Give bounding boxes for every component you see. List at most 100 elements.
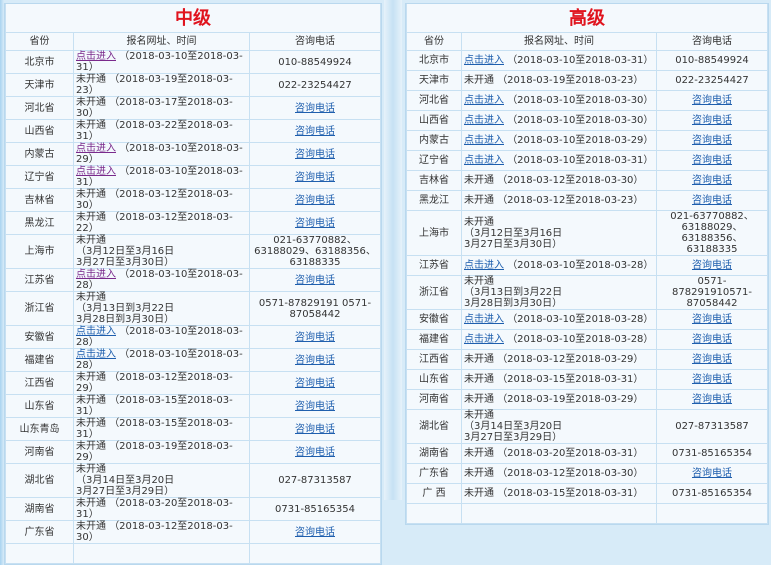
registration-cell: 未开通 （2018-03-19至2018-03-29） (73, 440, 250, 464)
status-text: 未开通 (464, 216, 494, 228)
province-cell: 内蒙古 (406, 130, 462, 151)
phone-link[interactable]: 咨询电话 (295, 400, 335, 412)
phone-link[interactable]: 咨询电话 (295, 423, 335, 435)
enter-link[interactable]: 点击进入 (76, 143, 116, 154)
date-range: （2018-03-12至2018-03-30） (497, 468, 644, 479)
table-row: 广东省 未开通 （2018-03-12至2018-03-30） 咨询电话 (5, 520, 381, 544)
phone-link[interactable]: 咨询电话 (692, 175, 732, 186)
status-text: 未开通 (464, 276, 494, 287)
enter-link[interactable]: 点击进入 (76, 166, 116, 177)
registration-cell: 点击进入 （2018-03-10至2018-03-31） (73, 50, 250, 74)
phone-link[interactable]: 咨询电话 (295, 171, 335, 183)
enter-link[interactable]: 点击进入 (464, 95, 504, 106)
registration-cell: 未开通 （2018-03-15至2018-03-31） (73, 417, 250, 441)
phone-cell: 022-23254427 (656, 70, 768, 91)
province-cell: 安徽省 (5, 325, 74, 349)
phone-link[interactable]: 咨询电话 (692, 334, 732, 345)
date-range: （2018-03-10至2018-03-28） (507, 314, 654, 325)
registration-cell: 点击进入 （2018-03-10至2018-03-31） (461, 50, 657, 71)
province-cell: 福建省 (5, 348, 74, 372)
phone-cell: 咨询电话 (249, 520, 381, 544)
enter-link[interactable]: 点击进入 (464, 155, 504, 166)
phone-link[interactable]: 咨询电话 (692, 195, 732, 206)
enter-link[interactable]: 点击进入 (464, 260, 504, 271)
status-text: 未开通 (464, 175, 494, 186)
empty-cell (249, 543, 381, 564)
registration-cell: 点击进入 （2018-03-10至2018-03-28） (73, 348, 250, 372)
registration-cell: 未开通 （2018-03-15至2018-03-31） (73, 394, 250, 418)
status-text: 未开通 (76, 212, 106, 223)
province-cell: 辽宁省 (406, 150, 462, 171)
phone-link[interactable]: 咨询电话 (295, 102, 335, 114)
province-cell: 江西省 (5, 371, 74, 395)
registration-cell: 点击进入 （2018-03-10至2018-03-29） (73, 142, 250, 166)
phone-link[interactable]: 咨询电话 (295, 354, 335, 366)
intermediate-panel: 中级 省份 报名网址、时间 咨询电话 北京市 点击进入 （2018-03-10至2… (4, 3, 382, 565)
phone-link[interactable]: 咨询电话 (295, 526, 335, 538)
province-cell: 北京市 (5, 50, 74, 74)
table-row: 山西省 未开通 （2018-03-22至2018-03-31） 咨询电话 (5, 119, 381, 143)
phone-link[interactable]: 咨询电话 (295, 194, 335, 206)
status-text: 未开通 (76, 120, 106, 131)
phone-link[interactable]: 咨询电话 (692, 95, 732, 106)
phone-link[interactable]: 咨询电话 (692, 135, 732, 146)
date-range: （2018-03-10至2018-03-28） (507, 260, 654, 271)
phone-link[interactable]: 咨询电话 (295, 274, 335, 286)
enter-link[interactable]: 点击进入 (464, 334, 504, 345)
phone-link[interactable]: 咨询电话 (692, 374, 732, 385)
date-range: （2018-03-20至2018-03-31） (497, 448, 644, 459)
province-cell: 浙江省 (5, 291, 74, 326)
enter-link[interactable]: 点击进入 (76, 269, 116, 280)
enter-link[interactable]: 点击进入 (76, 326, 116, 337)
date-range: （2018-03-10至2018-03-31） (76, 51, 243, 73)
phone-link[interactable]: 咨询电话 (295, 217, 335, 229)
date-range: 3月27日至3月30日） (464, 238, 563, 250)
table-row: 湖北省 未开通 （3月14日至3月20日 3月27日至3月29日） 027-873135… (406, 409, 768, 444)
registration-cell: 未开通 （3月12日至3月16日 3月27日至3月30日） (73, 234, 250, 269)
province-cell: 山西省 (406, 110, 462, 131)
phone-link[interactable]: 咨询电话 (692, 468, 732, 479)
enter-link[interactable]: 点击进入 (464, 314, 504, 325)
date-range: （2018-03-15至2018-03-31） (497, 488, 644, 499)
enter-link[interactable]: 点击进入 (464, 135, 504, 146)
enter-link[interactable]: 点击进入 (464, 115, 504, 126)
phone-link[interactable]: 咨询电话 (692, 314, 732, 325)
phone-cell: 咨询电话 (656, 369, 768, 390)
phone-link[interactable]: 咨询电话 (295, 331, 335, 343)
phone-cell: 咨询电话 (249, 417, 381, 441)
phone-link[interactable]: 咨询电话 (295, 148, 335, 160)
phone-number: 0731-85165354 (275, 503, 355, 515)
phone-link[interactable]: 咨询电话 (692, 155, 732, 166)
table-row: 上海市 未开通 （3月12日至3月16日 3月27日至3月30日） 021-637708… (5, 234, 381, 269)
phone-cell: 咨询电话 (249, 96, 381, 120)
province-cell: 山东省 (406, 369, 462, 390)
phone-number: 0571-87829191 0571-87058442 (258, 297, 372, 320)
enter-link[interactable]: 点击进入 (76, 51, 116, 62)
date-range: （2018-03-10至2018-03-31） (507, 155, 654, 166)
phone-cell: 咨询电话 (249, 371, 381, 395)
date-range: （2018-03-22至2018-03-31） (76, 120, 233, 142)
phone-link[interactable]: 咨询电话 (692, 394, 732, 405)
date-range: （2018-03-12至2018-03-22） (76, 212, 233, 234)
table-row: 河南省 未开通 （2018-03-19至2018-03-29） 咨询电话 (406, 389, 768, 410)
province-cell: 河北省 (5, 96, 74, 120)
date-range: （2018-03-10至2018-03-29） (76, 143, 243, 165)
province-cell: 河南省 (406, 389, 462, 410)
date-range: （2018-03-12至2018-03-30） (497, 175, 644, 186)
phone-number: 027-87313587 (675, 421, 749, 432)
enter-link[interactable]: 点击进入 (76, 349, 116, 360)
phone-cell: 0731-85165354 (656, 443, 768, 464)
enter-link[interactable]: 点击进入 (464, 55, 504, 66)
status-text: 未开通 (76, 189, 106, 200)
phone-link[interactable]: 咨询电话 (692, 260, 732, 271)
phone-cell: 021-63770882、63188029、63188356、63188335 (249, 234, 381, 269)
phone-link[interactable]: 咨询电话 (692, 115, 732, 126)
phone-link[interactable]: 咨询电话 (295, 446, 335, 458)
status-text: 未开通 (464, 354, 494, 365)
phone-link[interactable]: 咨询电话 (295, 125, 335, 137)
phone-link[interactable]: 咨询电话 (692, 354, 732, 365)
phone-link[interactable]: 咨询电话 (295, 377, 335, 389)
registration-cell: 未开通 （2018-03-12至2018-03-30） (461, 463, 657, 484)
table-row (5, 543, 381, 564)
date-range: （2018-03-15至2018-03-31） (497, 374, 644, 385)
